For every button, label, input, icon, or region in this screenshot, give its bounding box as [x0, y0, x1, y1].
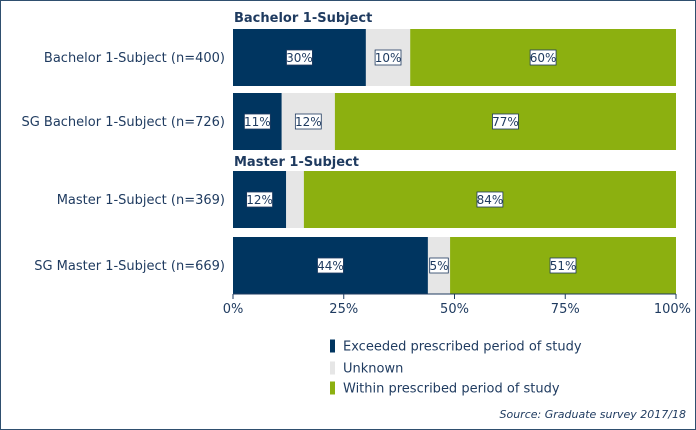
category-label: SG Master 1-Subject (n=669) — [34, 259, 225, 274]
x-tick-label: 25% — [329, 302, 358, 317]
data-label-box — [476, 191, 504, 208]
data-label-box — [374, 49, 402, 66]
x-tick-label: 50% — [440, 302, 469, 317]
data-label-box — [492, 113, 519, 130]
x-tick-label: 0% — [223, 302, 244, 317]
data-label-box — [244, 113, 271, 130]
x-tick-label: 100% — [654, 302, 691, 317]
data-label: 5% — [429, 259, 448, 273]
legend-label: Within prescribed period of study — [343, 382, 560, 397]
data-label: 11% — [244, 115, 271, 129]
data-label: 60% — [530, 51, 557, 65]
group-title: Master 1-Subject — [234, 155, 359, 170]
data-label: 10% — [375, 51, 402, 65]
legend-label: Unknown — [343, 362, 403, 377]
data-label-box — [286, 49, 313, 66]
source-note: Source: Graduate survey 2017/18 — [500, 408, 687, 421]
data-label-box — [529, 49, 557, 66]
data-label-box — [246, 191, 273, 208]
category-label: SG Bachelor 1-Subject (n=726) — [21, 115, 225, 130]
data-label: 51% — [550, 259, 577, 273]
data-label: 44% — [317, 259, 344, 273]
x-tick-label: 75% — [551, 302, 580, 317]
legend-label: Exceeded prescribed period of study — [343, 340, 582, 355]
bar-segment — [286, 171, 304, 228]
data-label: 12% — [295, 115, 322, 129]
data-label: 77% — [492, 115, 519, 129]
data-label: 84% — [477, 193, 504, 207]
legend-swatch — [330, 339, 335, 353]
data-label-box — [549, 257, 577, 274]
category-label: Master 1-Subject (n=369) — [57, 193, 225, 208]
group-title: Bachelor 1-Subject — [234, 11, 372, 26]
data-label-box — [294, 113, 322, 130]
data-label-box — [429, 257, 449, 274]
legend-swatch — [330, 361, 335, 375]
legend-swatch — [330, 381, 335, 395]
data-label: 30% — [286, 51, 313, 65]
data-label: 12% — [246, 193, 273, 207]
category-label: Bachelor 1-Subject (n=400) — [44, 51, 225, 66]
data-label-box — [317, 257, 344, 274]
